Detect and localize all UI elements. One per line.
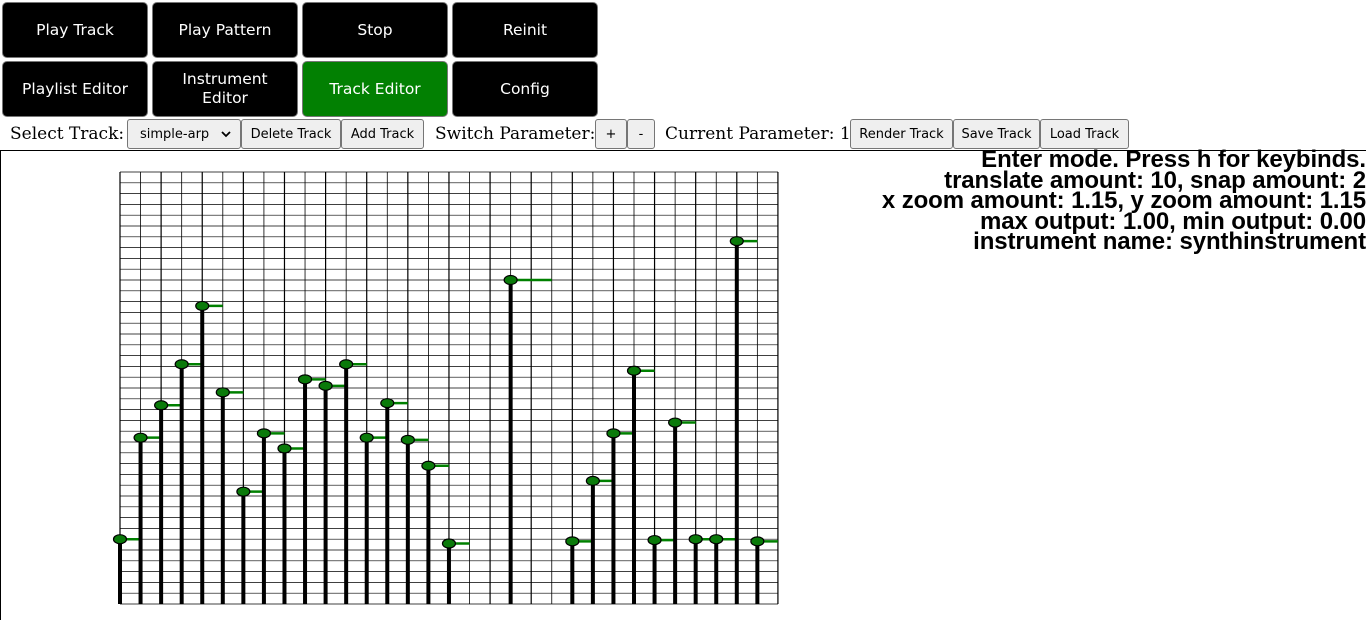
reinit-button[interactable]: Reinit [452, 2, 598, 58]
note-marker[interactable] [400, 434, 415, 445]
note-marker[interactable] [112, 534, 128, 545]
delete-track-button[interactable]: Delete Track [241, 119, 341, 149]
add-track-button[interactable]: Add Track [341, 119, 424, 149]
note-marker[interactable] [441, 538, 457, 549]
note-marker[interactable] [256, 428, 272, 439]
note-marker[interactable] [318, 380, 333, 391]
note-marker[interactable] [277, 443, 292, 454]
note-marker[interactable] [750, 536, 765, 547]
track-select[interactable]: simple-arp [127, 119, 241, 149]
note-marker[interactable] [195, 300, 210, 312]
translate-info-text: translate amount: 10, snap amount: 2 [944, 166, 1366, 194]
note-marker[interactable] [668, 417, 683, 428]
switch-parameter-label: Switch Parameter: [435, 124, 596, 144]
note-marker[interactable] [154, 400, 169, 411]
save-track-button[interactable]: Save Track [953, 119, 1040, 149]
chevron-down-icon [221, 131, 231, 138]
note-marker[interactable] [339, 359, 354, 370]
select-track-label: Select Track: [10, 124, 125, 144]
track-editor-button[interactable]: Track Editor [302, 61, 448, 117]
note-marker[interactable] [585, 475, 600, 486]
note-marker[interactable] [174, 359, 189, 370]
current-parameter-label: Current Parameter: 1 [665, 124, 851, 144]
load-track-button[interactable]: Load Track [1040, 119, 1129, 149]
note-marker[interactable] [626, 365, 642, 376]
playlist-editor-button[interactable]: Playlist Editor [2, 61, 148, 117]
note-marker[interactable] [236, 486, 251, 497]
note-marker[interactable] [688, 534, 703, 545]
zoom-info-text: x zoom amount: 1.15, y zoom amount: 1.15 [881, 187, 1366, 214]
note-marker[interactable] [215, 387, 230, 398]
play-track-button[interactable]: Play Track [2, 2, 148, 58]
instrument-editor-button[interactable]: Instrument Editor [152, 61, 298, 117]
note-marker[interactable] [421, 460, 436, 471]
track-editor-canvas[interactable] [0, 150, 1366, 620]
note-marker[interactable] [606, 428, 621, 439]
note-marker[interactable] [359, 432, 374, 443]
note-marker[interactable] [647, 534, 662, 546]
play-pattern-button[interactable]: Play Pattern [152, 2, 298, 58]
mode-info-text: Enter mode. Press h for keybinds. [981, 146, 1366, 173]
note-marker[interactable] [729, 236, 744, 247]
note-marker[interactable] [503, 274, 518, 286]
note-grid[interactable] [1, 151, 1366, 620]
note-marker[interactable] [297, 374, 313, 385]
config-button[interactable]: Config [452, 61, 598, 117]
parameter-minus-button[interactable]: - [627, 119, 655, 149]
note-marker[interactable] [380, 398, 395, 409]
parameter-plus-button[interactable]: + [595, 119, 627, 149]
note-marker[interactable] [133, 432, 148, 443]
track-select-value: simple-arp [140, 126, 210, 142]
instrument-name-info-text: instrument name: synthinstrument [973, 228, 1366, 255]
note-marker[interactable] [565, 536, 580, 547]
stop-button[interactable]: Stop [302, 2, 448, 58]
render-track-button[interactable]: Render Track [850, 119, 953, 149]
output-range-info-text: max output: 1.00, min output: 0.00 [980, 207, 1366, 235]
editor-info-panel: Enter mode. Press h for keybinds. transl… [881, 146, 1366, 255]
note-marker[interactable] [709, 534, 724, 545]
